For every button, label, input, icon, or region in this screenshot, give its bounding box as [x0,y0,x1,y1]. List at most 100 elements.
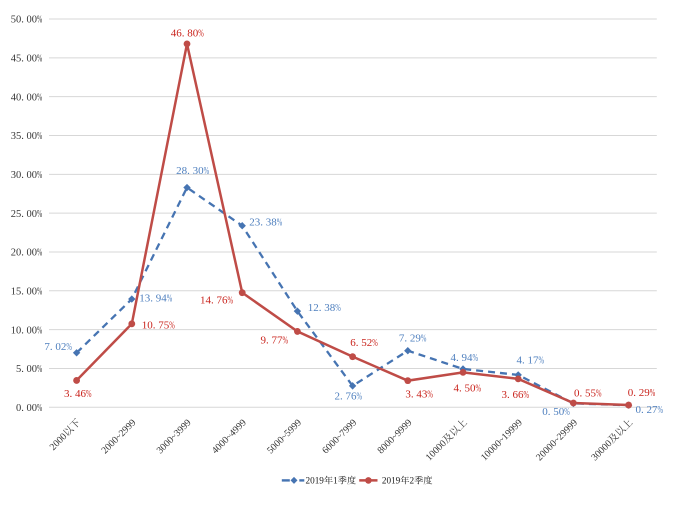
svg-text:30: 30 [11,170,22,181]
svg-text:.: . [70,388,73,400]
svg-text:4: 4 [453,383,459,395]
svg-text:%: % [564,406,570,418]
svg-text:.: . [456,352,459,364]
svg-text:.: . [182,28,185,40]
svg-text:%: % [37,131,42,142]
svg-text:%: % [37,170,42,181]
svg-text:00: 00 [27,325,38,336]
svg-text:%: % [277,216,283,228]
svg-text:.: . [459,383,462,395]
svg-text:50: 50 [11,15,22,26]
svg-text:76: 76 [217,295,229,307]
svg-text:94: 94 [156,293,168,305]
svg-text:%: % [169,320,175,332]
svg-text:%: % [37,209,42,220]
svg-text:%: % [228,295,234,307]
svg-text:%: % [198,28,204,40]
svg-text:%: % [596,387,602,399]
svg-text:38: 38 [324,302,336,314]
svg-text:00: 00 [27,287,38,298]
svg-text:14: 14 [200,295,212,307]
svg-text:.: . [21,287,24,298]
svg-text:.: . [21,92,24,103]
svg-text:.: . [356,337,359,349]
svg-text:~: ~ [496,434,508,446]
svg-text:10: 10 [142,320,154,332]
svg-text:.: . [319,302,322,314]
svg-text:%: % [283,335,289,347]
svg-text:17: 17 [528,354,540,366]
svg-text:76: 76 [346,390,358,402]
svg-text:20: 20 [11,248,22,259]
svg-text:00: 00 [27,54,38,65]
svg-text:%: % [37,15,42,26]
svg-text:%: % [37,403,42,414]
svg-text:5: 5 [16,364,21,375]
svg-text:23: 23 [249,216,260,228]
svg-text:4: 4 [517,354,523,366]
svg-text:38: 38 [266,216,278,228]
svg-text:.: . [633,387,636,399]
svg-text:0: 0 [628,387,634,399]
svg-text:%: % [167,293,173,305]
svg-text:.: . [50,341,53,353]
svg-text:13: 13 [139,293,151,305]
svg-text:46: 46 [171,28,183,40]
svg-text:4: 4 [450,352,456,364]
svg-text:12: 12 [308,302,319,314]
svg-text:.: . [21,54,24,65]
svg-text:00: 00 [27,92,38,103]
svg-text:.: . [411,389,414,401]
svg-text:94: 94 [461,352,473,364]
svg-text:0: 0 [16,403,21,414]
svg-text:50: 50 [553,406,565,418]
svg-text:%: % [37,92,42,103]
svg-text:00: 00 [27,209,38,220]
svg-text:2019: 2019 [382,476,401,486]
svg-text:%: % [37,364,42,375]
svg-text:.: . [21,15,24,26]
svg-text:.: . [522,354,525,366]
svg-text:.: . [187,165,190,177]
svg-text:28: 28 [176,165,188,177]
svg-text:.: . [340,390,343,402]
svg-text:00: 00 [27,15,38,26]
svg-text:52: 52 [361,337,372,349]
svg-text:.: . [21,209,24,220]
svg-text:7: 7 [44,341,50,353]
svg-text:~: ~ [169,431,181,443]
svg-text:%: % [427,389,433,401]
svg-text:2: 2 [410,476,415,486]
svg-text:%: % [372,337,378,349]
svg-text:1: 1 [333,476,338,486]
svg-text:50: 50 [464,383,476,395]
svg-text:80: 80 [187,28,199,40]
svg-text:00: 00 [27,170,38,181]
svg-text:%: % [37,54,42,65]
svg-text:%: % [650,387,656,399]
svg-text:10: 10 [11,325,22,336]
svg-text:%: % [335,302,341,314]
svg-text:~: ~ [389,431,401,443]
svg-text:00: 00 [27,131,38,142]
svg-text:46: 46 [75,388,87,400]
svg-text:0: 0 [542,406,548,418]
svg-text:35: 35 [11,131,22,142]
svg-text:55: 55 [585,387,597,399]
svg-text:00: 00 [27,364,38,375]
svg-text:27: 27 [647,404,659,416]
svg-text:.: . [21,325,24,336]
svg-text:.: . [21,364,24,375]
svg-text:.: . [21,131,24,142]
svg-text:~: ~ [279,431,291,443]
svg-text:2: 2 [335,390,341,402]
svg-text:.: . [21,248,24,259]
svg-text:77: 77 [272,335,284,347]
svg-text:43: 43 [416,389,428,401]
svg-text:~: ~ [224,431,236,443]
svg-text:.: . [21,170,24,181]
svg-text:.: . [211,295,214,307]
svg-text:.: . [260,216,263,228]
svg-text:6: 6 [350,337,356,349]
svg-text:~: ~ [334,431,346,443]
